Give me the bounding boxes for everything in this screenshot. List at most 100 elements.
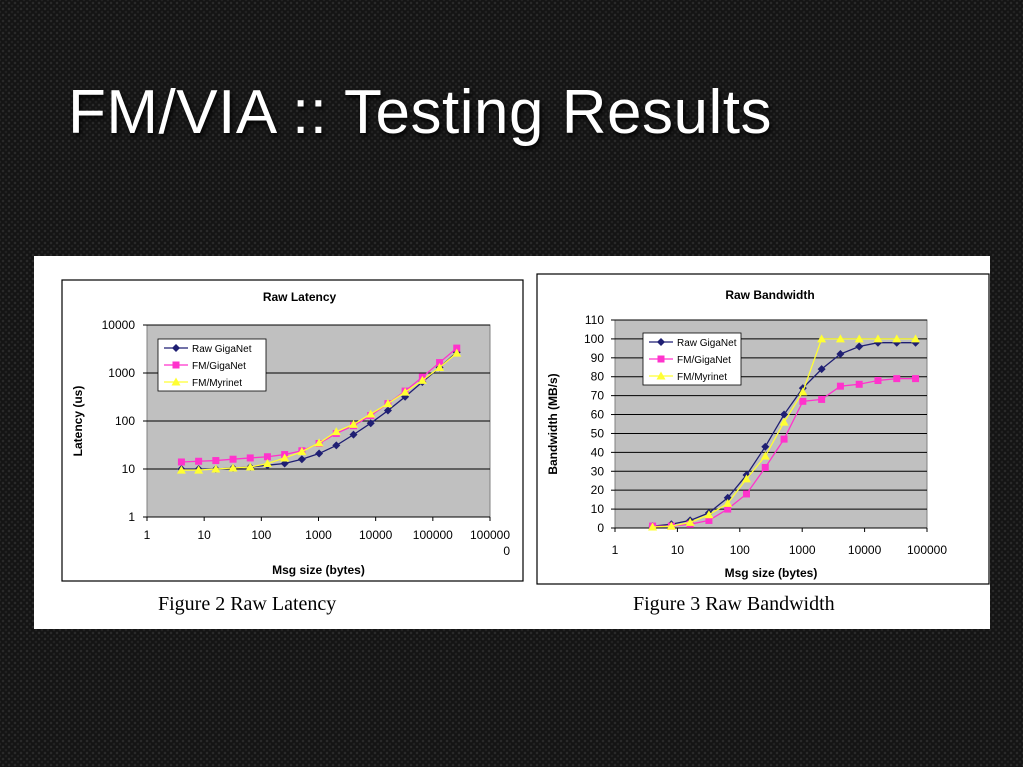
y-tick-label: 110 [585, 313, 604, 327]
y-axis-label: Latency (us) [71, 386, 85, 457]
legend: Raw GigaNet FM/GigaNet FM/Myrinet [157, 338, 267, 392]
data-point [685, 517, 695, 526]
data-point [854, 334, 864, 343]
y-tick-label: 50 [591, 426, 605, 440]
data-point [911, 334, 921, 343]
legend-label: FM/GigaNet [677, 355, 731, 366]
data-point [383, 406, 392, 415]
data-point [893, 375, 901, 383]
x-tick-label: 1 [144, 528, 151, 542]
y-tick-label: 1000 [108, 366, 135, 380]
data-point [873, 334, 883, 343]
x-axis-label: Msg size (bytes) [725, 566, 818, 580]
data-point [176, 465, 186, 474]
data-point [211, 464, 221, 473]
data-point [400, 387, 410, 396]
x-tick-label: 100000 [413, 528, 453, 542]
data-point [817, 365, 826, 374]
y-tick-label: 40 [591, 445, 605, 459]
x-tick-label: 100 [251, 528, 271, 542]
data-point [817, 334, 827, 343]
data-point [874, 377, 882, 385]
y-tick-label: 10 [591, 502, 605, 516]
data-point [724, 505, 732, 513]
data-point [366, 419, 375, 428]
data-point [195, 457, 203, 465]
legend-swatch-marker [656, 371, 666, 380]
x-axis-label: Msg size (bytes) [272, 563, 365, 577]
data-point [799, 397, 807, 405]
data-point [780, 410, 789, 419]
x-tick-label: 10000 [848, 543, 882, 557]
data-point [798, 387, 808, 396]
figure-panel: 1 10 100 1000 10000 1 10 100 1000 10000 100000 1000… [34, 256, 990, 629]
legend-swatch-marker [171, 377, 181, 386]
data-point [229, 455, 237, 463]
y-tick-label: 1 [128, 510, 135, 524]
x-tick-label: 100 [730, 543, 750, 557]
data-point [383, 399, 393, 408]
data-point [435, 363, 445, 372]
x-tick-label: 100000 [470, 528, 510, 542]
x-tick-label: 10 [197, 528, 211, 542]
x-tick-label: 1 [612, 543, 619, 557]
data-point [704, 510, 714, 519]
data-point [780, 435, 788, 443]
data-point [818, 395, 826, 403]
data-point [315, 449, 324, 458]
data-point [452, 348, 462, 357]
data-point [314, 438, 324, 447]
series-fm-myrinet [176, 348, 462, 474]
data-point [741, 474, 751, 483]
data-point [280, 459, 289, 468]
y-tick-label: 30 [591, 464, 605, 478]
x-tick-label: 100000 [907, 543, 947, 557]
data-point [760, 451, 770, 460]
data-point [297, 455, 306, 464]
data-point [836, 382, 844, 390]
legend-label: FM/GigaNet [192, 361, 246, 372]
data-point [779, 417, 789, 426]
caption-latency: Figure 2 Raw Latency [158, 593, 337, 615]
legend-swatch-marker [657, 338, 665, 346]
legend-label: Raw GigaNet [192, 344, 252, 355]
slide-title: FM/VIA :: Testing Results [68, 78, 772, 147]
data-point [280, 453, 290, 462]
x-tick-label-wrap: 0 [503, 544, 510, 558]
y-tick-label: 20 [591, 483, 605, 497]
legend-label: FM/Myrinet [677, 372, 727, 383]
data-point [912, 375, 920, 383]
data-point [212, 457, 220, 465]
legend-swatch-marker [172, 361, 180, 369]
data-point [228, 463, 238, 472]
data-point [723, 498, 733, 507]
chart-title: Raw Bandwidth [725, 288, 814, 302]
legend: Raw GigaNet FM/GigaNet FM/Myrinet [642, 332, 742, 386]
x-tick-label: 10 [671, 543, 685, 557]
data-point [245, 462, 255, 471]
series-fm-myrinet [648, 334, 921, 531]
y-axis-label: Bandwidth (MB/s) [546, 373, 560, 474]
data-point [417, 375, 427, 384]
y-tick-label: 10000 [102, 318, 136, 332]
data-point [436, 359, 444, 367]
y-tick-label: 100 [584, 332, 604, 346]
data-point [194, 465, 204, 474]
data-point [835, 334, 845, 343]
y-tick-label: 100 [115, 414, 135, 428]
chart-title: Raw Latency [263, 290, 337, 304]
data-point [349, 419, 359, 428]
data-point [761, 463, 769, 471]
legend-label: Raw GigaNet [677, 338, 737, 349]
data-point [705, 516, 713, 524]
data-point [366, 409, 376, 418]
data-point [263, 453, 271, 461]
y-tick-label: 70 [591, 389, 605, 403]
chart-latency: 1 10 100 1000 10000 1 10 100 1000 10000 100000 1000… [61, 279, 524, 582]
y-tick-label: 0 [597, 521, 604, 535]
data-point [742, 490, 750, 498]
y-tick-label: 10 [122, 462, 136, 476]
y-tick-label: 60 [591, 408, 605, 422]
data-point [453, 344, 461, 352]
